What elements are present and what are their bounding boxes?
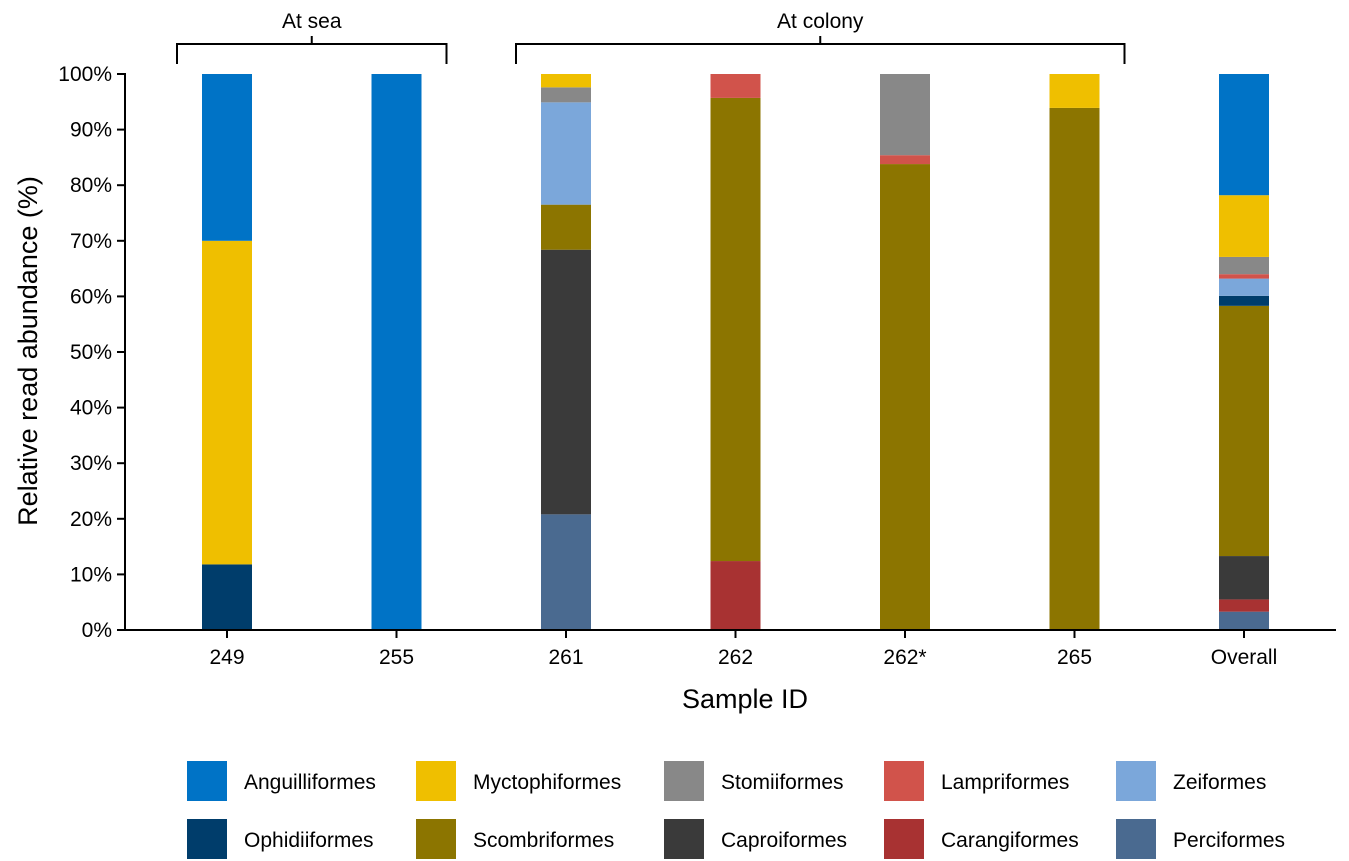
x-tick-label: Overall [1211,646,1278,669]
legend-swatch-anguilliformes [187,761,227,801]
y-tick-label: 50% [70,341,112,364]
x-axis-title: Sample ID [682,684,808,714]
bar-segment-caproiformes-Overall [1219,556,1269,600]
y-tick-label: 90% [70,119,112,142]
bar-segment-ophidiiformes-Overall [1219,295,1269,306]
x-tick-label: 265 [1057,646,1092,669]
group-bracket [176,36,448,64]
bar-segment-scombriformes-262 [710,97,761,562]
legend-swatch-caproiformes [664,819,704,859]
y-tick-label: 40% [70,397,112,420]
bar-segment-myctophiformes-249 [202,240,252,565]
bar-segment-ophidiiformes-249 [202,564,252,630]
bar-segment-stomiiformes-261 [541,87,591,103]
legend-label-stomiiformes: Stomiiformes [721,771,844,794]
legend-swatch-perciformes [1116,819,1156,859]
legend-label-zeiformes: Zeiformes [1173,771,1266,794]
bar-segment-carangiformes-Overall [1219,599,1269,612]
y-ticks: 0% 10% 20% 30% 40% 50% 60% 70% 80% 90% 100% [58,63,125,642]
x-tick-label: 249 [209,646,244,669]
group-bracket [515,36,1126,64]
y-axis-title: Relative read abundance (%) [13,176,43,526]
bar-segment-stomiiformes-Overall [1219,256,1269,275]
y-tick-label: 0% [82,619,112,642]
bar-segment-anguilliformes-255 [371,74,422,630]
bar-segment-myctophiformes-261 [541,74,591,88]
bar-segment-zeiformes-Overall [1219,278,1269,296]
y-tick-label: 70% [70,230,112,253]
x-tick-label: 255 [379,646,414,669]
y-tick-label: 20% [70,508,112,531]
x-tick-label: 261 [548,646,583,669]
bar-segment-scombriformes-262* [880,164,930,630]
legend-label-perciformes: Perciformes [1173,829,1285,852]
legend-swatch-carangiformes [884,819,924,859]
bar-segment-anguilliformes-249 [202,74,252,241]
bar-segment-perciformes-Overall [1219,611,1269,630]
group-brackets: At sea At colony [176,10,1126,64]
group-label: At colony [777,10,864,33]
group-label: At sea [282,10,342,33]
bar-segment-scombriformes-265 [1049,107,1100,630]
bar-segment-myctophiformes-Overall [1219,195,1269,257]
legend-label-anguilliformes: Anguilliformes [244,771,376,794]
bar-segment-myctophiformes-265 [1049,74,1100,108]
legend-label-lampriformes: Lampriformes [941,771,1069,794]
bar-segment-anguilliformes-Overall [1219,74,1269,196]
legend: Anguilliformes Myctophiformes Stomiiformes… [187,761,1285,859]
x-tick-label: 262 [718,646,753,669]
y-tick-label: 60% [70,285,112,308]
y-tick-label: 30% [70,452,112,475]
legend-swatch-lampriformes [884,761,924,801]
bar-segment-scombriformes-261 [541,204,591,250]
legend-swatch-myctophiformes [416,761,456,801]
legend-label-ophidiiformes: Ophidiiformes [244,829,374,852]
bar-segment-lampriformes-262* [880,155,930,165]
legend-label-scombriformes: Scombriformes [473,829,614,852]
legend-swatch-stomiiformes [664,761,704,801]
bar-segment-carangiformes-262 [710,561,761,630]
bar-segment-perciformes-261 [541,514,591,630]
bar-segment-scombriformes-Overall [1219,305,1269,557]
legend-label-caproiformes: Caproiformes [721,829,847,852]
bar-segment-caproiformes-261 [541,249,591,515]
bar-segment-lampriformes-262 [710,74,761,98]
legend-label-carangiformes: Carangiformes [941,829,1079,852]
bar-segments [202,74,1269,630]
bar-segment-lampriformes-Overall [1219,274,1269,279]
y-tick-label: 100% [58,63,112,86]
y-tick-label: 80% [70,174,112,197]
y-tick-label: 10% [70,563,112,586]
x-ticks: 249 255 261 262 262* 265 Overall [209,630,1277,669]
legend-swatch-scombriformes [416,819,456,859]
bar-segment-stomiiformes-262* [880,74,930,156]
bar-segment-zeiformes-261 [541,102,591,205]
x-tick-label: 262* [883,646,926,669]
legend-label-myctophiformes: Myctophiformes [473,771,621,794]
legend-swatch-ophidiiformes [187,819,227,859]
legend-swatch-zeiformes [1116,761,1156,801]
